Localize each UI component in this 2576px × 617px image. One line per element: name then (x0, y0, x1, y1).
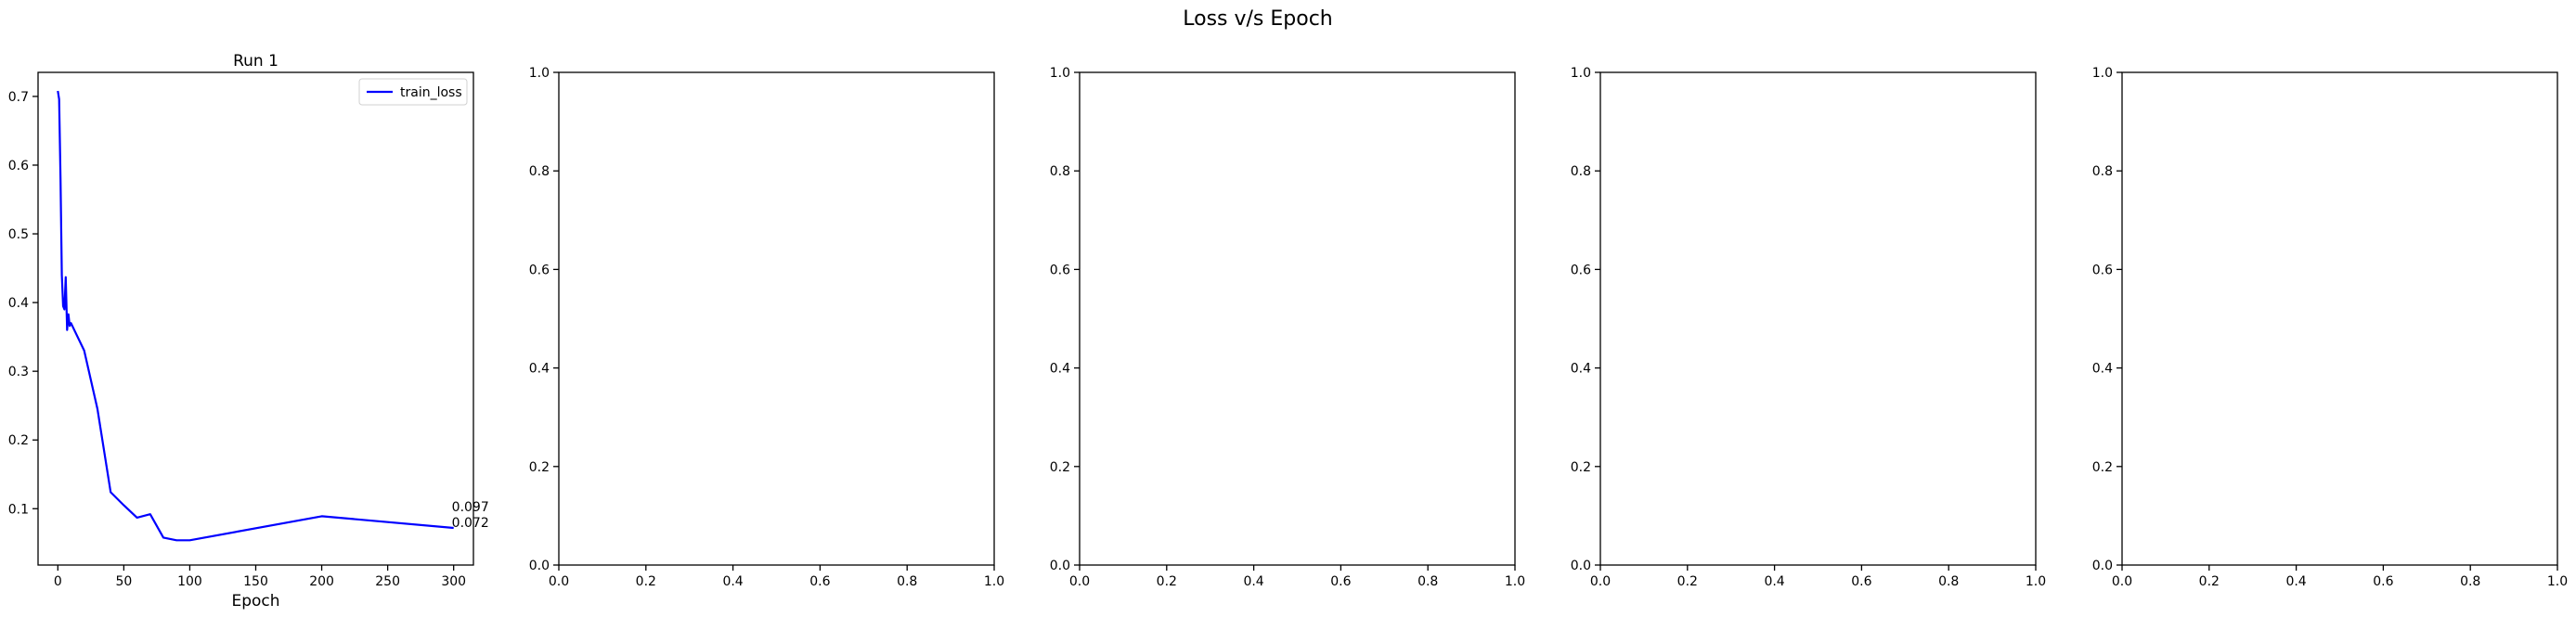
x-tick-label: 1.0 (2547, 574, 2568, 589)
x-tick-label: 50 (115, 574, 132, 589)
subplots-row: 0 50 100 150 200 250 300 0.1 0.2 0.3 0.4 0.5 0.6 0.7 R… (8, 52, 2568, 611)
y-tick-label: 0.2 (2092, 460, 2113, 475)
y-tick-label: 0.4 (8, 296, 29, 311)
y-tick-label: 1.0 (1050, 66, 1070, 81)
y-tick-label: 0.2 (8, 433, 29, 448)
legend-box (358, 78, 468, 106)
x-tick-label: 0.2 (636, 574, 656, 589)
x-tick-label: 0.0 (1069, 574, 1090, 589)
subplot-1: 0 50 100 150 200 250 300 0.1 0.2 0.3 0.4 0.5 0.6 0.7 R… (8, 52, 489, 611)
subplot-5: 0.0 0.2 0.4 0.6 0.8 1.0 0.0 0.2 0.4 0.6 0.8 1.0 (2092, 66, 2568, 589)
x-tick-label: 250 (375, 574, 400, 589)
x-tick-label: 1.0 (2026, 574, 2046, 589)
value-annotation: 0.097 (452, 500, 489, 515)
x-tick-label: 0.0 (2112, 574, 2132, 589)
legend-label: train_loss (400, 85, 462, 100)
subplot-4: 0.0 0.2 0.4 0.6 0.8 1.0 0.0 0.2 0.4 0.6 0.8 1.0 (1571, 66, 2046, 589)
y-tick-label: 0.6 (1571, 263, 1591, 277)
x-tick-label: 0.2 (1677, 574, 1698, 589)
y-tick-label: 0.1 (8, 502, 29, 517)
y-tick-label: 0.2 (1050, 460, 1070, 475)
x-tick-label: 0.0 (1590, 574, 1611, 589)
x-tick-label: 0 (54, 574, 62, 589)
subplot-3: 0.0 0.2 0.4 0.6 0.8 1.0 0.0 0.2 0.4 0.6 0.8 1.0 (1050, 66, 1525, 589)
y-tick-label: 0.4 (1050, 362, 1070, 377)
y-tick-label: 0.6 (1050, 263, 1070, 277)
axes-frame (1599, 71, 2037, 566)
y-tick-label: 0.6 (529, 263, 550, 277)
y-tick-label: 0.2 (529, 460, 550, 475)
y-tick-label: 0.0 (2092, 559, 2113, 573)
x-tick-label: 200 (309, 574, 334, 589)
y-tick-label: 0.4 (2092, 362, 2113, 377)
x-tick-label: 0.2 (1157, 574, 1177, 589)
y-tick-label: 0.2 (1571, 460, 1591, 475)
x-axis-label: Epoch (231, 592, 279, 611)
axes-frame (558, 71, 995, 566)
y-tick-label: 0.0 (529, 559, 550, 573)
y-tick-label: 0.4 (1571, 362, 1591, 377)
y-tick-label: 0.8 (1571, 164, 1591, 179)
series-line-train-loss (57, 90, 454, 542)
x-tick-label: 0.4 (2285, 574, 2306, 589)
x-tick-label: 0.6 (2373, 574, 2393, 589)
y-tick-label: 0.6 (2092, 263, 2113, 277)
x-tick-label: 0.8 (897, 574, 917, 589)
x-tick-label: 150 (243, 574, 268, 589)
x-tick-label: 0.6 (809, 574, 830, 589)
y-tick-label: 0.8 (529, 164, 550, 179)
y-tick-label: 0.7 (8, 90, 29, 105)
x-tick-label: 0.4 (1243, 574, 1263, 589)
x-tick-label: 0.6 (1330, 574, 1351, 589)
y-tick-label: 0.0 (1050, 559, 1070, 573)
x-tick-label: 0.2 (2199, 574, 2220, 589)
y-tick-label: 0.0 (1571, 559, 1591, 573)
subplot-2: 0.0 0.2 0.4 0.6 0.8 1.0 0.0 0.2 0.4 0.6 0.8 1.0 (529, 66, 1004, 589)
y-tick-label: 1.0 (529, 66, 550, 81)
value-annotation: 0.072 (452, 516, 489, 531)
legend: train_loss (358, 78, 468, 106)
x-tick-label: 0.8 (1938, 574, 1959, 589)
x-tick-label: 0.4 (722, 574, 743, 589)
y-tick-label: 1.0 (1571, 66, 1591, 81)
x-tick-label: 0.6 (1851, 574, 1871, 589)
y-tick-label: 0.4 (529, 362, 550, 377)
axes-frame (2121, 71, 2558, 566)
axes-frame (1079, 71, 1516, 566)
x-tick-label: 0.4 (1764, 574, 1784, 589)
y-tick-label: 1.0 (2092, 66, 2113, 81)
x-tick-label: 1.0 (1505, 574, 1525, 589)
x-tick-label: 100 (177, 574, 202, 589)
y-tick-label: 0.8 (1050, 164, 1070, 179)
x-tick-label: 0.0 (549, 574, 569, 589)
y-tick-label: 0.5 (8, 227, 29, 242)
x-tick-label: 300 (441, 574, 466, 589)
x-tick-label: 1.0 (984, 574, 1004, 589)
figure-suptitle: Loss v/s Epoch (1183, 7, 1333, 31)
axes-frame (37, 71, 474, 566)
x-tick-label: 0.8 (2460, 574, 2480, 589)
x-tick-label: 0.8 (1417, 574, 1438, 589)
y-tick-label: 0.6 (8, 159, 29, 174)
y-tick-label: 0.3 (8, 365, 29, 379)
y-tick-label: 0.8 (2092, 164, 2113, 179)
subplot-title: Run 1 (233, 52, 278, 71)
